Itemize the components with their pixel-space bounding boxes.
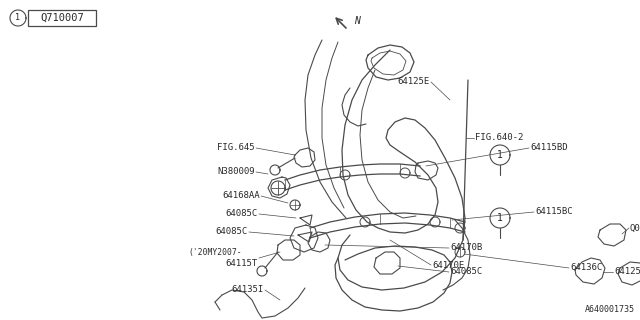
Text: 1: 1: [497, 150, 503, 160]
Text: 64170B: 64170B: [450, 244, 483, 252]
Text: Q020013: Q020013: [630, 223, 640, 233]
Text: FIG.640-2: FIG.640-2: [475, 133, 524, 142]
Text: N380009: N380009: [218, 167, 255, 177]
Text: 64125E: 64125E: [397, 77, 430, 86]
Text: ('20MY2007-: ('20MY2007-: [188, 247, 242, 257]
Text: 64115BC: 64115BC: [535, 207, 573, 217]
Text: 64085C: 64085C: [450, 268, 483, 276]
Text: 64085C: 64085C: [216, 228, 248, 236]
Text: 64136C: 64136C: [570, 263, 602, 273]
Text: 64135I: 64135I: [232, 285, 264, 294]
Bar: [28, 10, 96, 26]
Text: 64170E: 64170E: [432, 260, 464, 269]
Text: FIG.645: FIG.645: [218, 143, 255, 153]
Text: 64168AA: 64168AA: [222, 191, 260, 201]
Text: A640001735: A640001735: [585, 305, 635, 314]
Text: Q710007: Q710007: [40, 13, 84, 23]
Text: N: N: [354, 16, 360, 26]
Text: 64085C: 64085C: [226, 210, 258, 219]
Text: 64125C: 64125C: [614, 268, 640, 276]
Text: 64115T: 64115T: [226, 260, 258, 268]
Text: 1: 1: [15, 13, 20, 22]
Text: 1: 1: [497, 213, 503, 223]
Text: 64115BD: 64115BD: [530, 143, 568, 153]
